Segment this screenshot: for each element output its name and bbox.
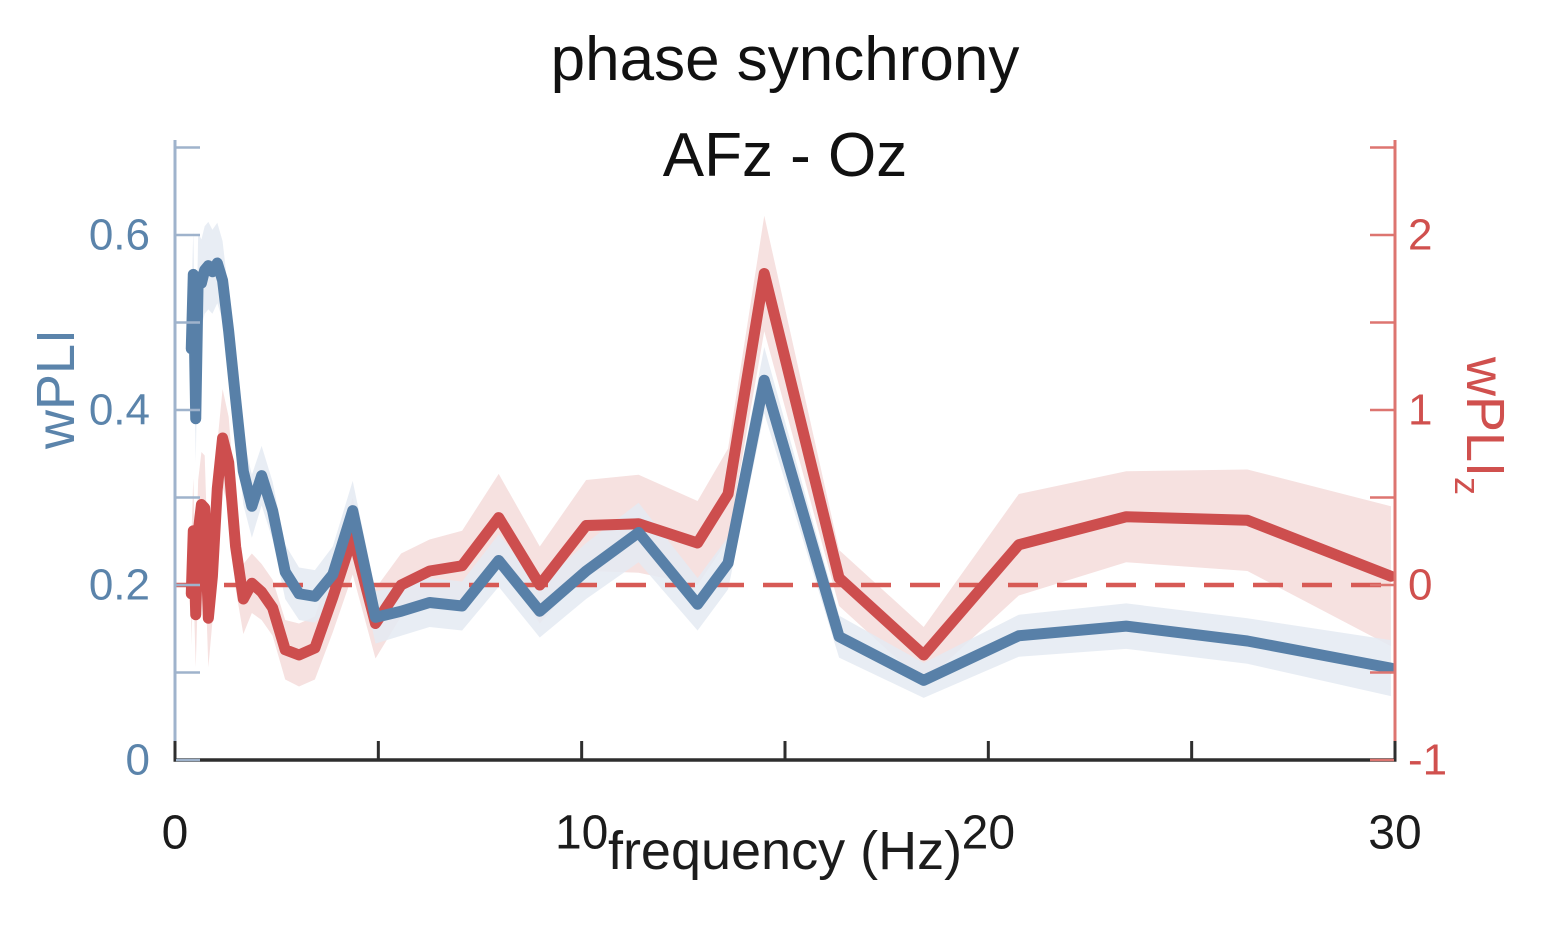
x-axis-title: frequency (Hz) (607, 821, 963, 881)
left-axis-title: wPLI (26, 328, 86, 450)
right-axis-tick-label: 1 (1408, 386, 1432, 435)
right-axis-tick-label: 0 (1408, 561, 1432, 610)
x-axis-tick-label: 30 (1368, 807, 1421, 860)
left-axis-tick-label: 0.6 (89, 211, 150, 260)
right-axis-title: wPLIz (1447, 341, 1515, 511)
x-axis-tick-label: 10 (555, 807, 608, 860)
x-axis-tick-label: 20 (962, 807, 1015, 860)
right-axis-tick-label: 2 (1408, 211, 1432, 260)
wPLI-line (185, 257, 1397, 686)
figure-title-line1: phase synchrony (550, 25, 1020, 94)
left-axis-tick-label: 0 (126, 736, 150, 785)
left-axis-tick-label: 0.2 (89, 561, 150, 610)
figure-title-line2: AFz - Oz (662, 121, 908, 190)
left-axis-tick-label: 0.4 (89, 386, 150, 435)
right-axis-tick-label: -1 (1408, 736, 1447, 785)
right-axis-title-subscript: z (1447, 477, 1489, 496)
x-axis-tick-label: 0 (162, 807, 189, 860)
wPLI_z-line (185, 268, 1397, 661)
right-axis-title-text: wPLI (1455, 356, 1515, 478)
